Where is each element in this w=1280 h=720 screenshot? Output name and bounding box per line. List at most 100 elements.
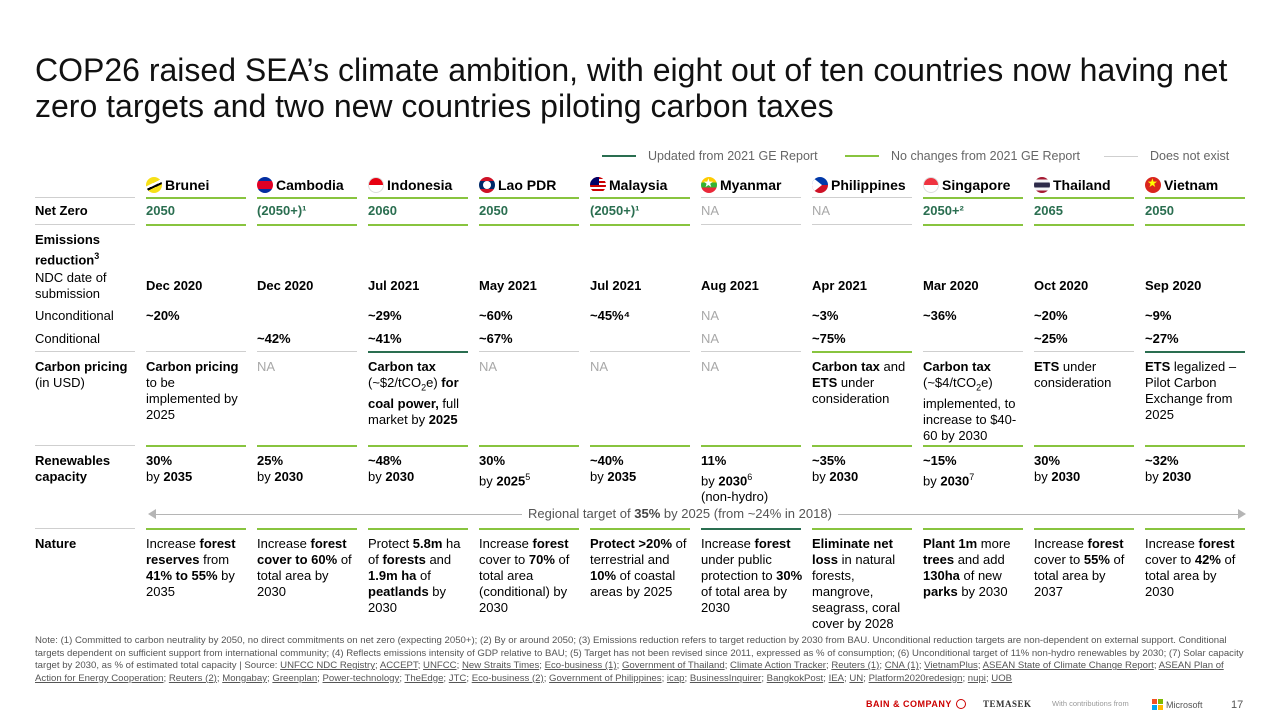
carbon-pricing-part: Carbon pricing	[146, 359, 239, 374]
renewables-pct: ~40%	[590, 453, 624, 468]
source-link[interactable]: UN	[849, 672, 864, 684]
renewables-value: ~15% by 20307	[923, 453, 974, 489]
unconditional-value: NA	[701, 308, 720, 323]
source-link[interactable]: Power-technology	[322, 672, 400, 684]
philippines-flag-icon	[812, 177, 828, 193]
nature-part: Protect >20%	[590, 536, 673, 551]
label-separator-line	[35, 224, 135, 225]
row-label-renewables: Renewables capacity	[35, 453, 111, 484]
renewables-footnote: 6	[747, 472, 753, 482]
row-label-nature: Nature	[35, 536, 77, 551]
nature-part: Increase	[1145, 536, 1199, 551]
source-link[interactable]: Eco-business (1)	[544, 660, 617, 672]
source-link[interactable]: Government of Thailand	[621, 660, 725, 672]
source-link[interactable]: JTC	[448, 672, 467, 684]
country-name: Cambodia	[276, 177, 344, 193]
source-link[interactable]: IEA	[828, 672, 845, 684]
source-link[interactable]: nupi	[967, 672, 986, 684]
source-link[interactable]: Eco-business (2)	[471, 672, 544, 684]
row-separator-line	[257, 351, 357, 352]
carbon-pricing-part: e) implemented, to increase to $40-60 by…	[923, 375, 1017, 443]
source-link[interactable]: Platform2020redesign	[868, 672, 963, 684]
source-link[interactable]: icap	[666, 672, 685, 684]
nature-part: of terrestrial and	[590, 536, 687, 567]
row-separator-line	[368, 445, 468, 447]
carbon-pricing-part: under consideration	[812, 375, 890, 406]
note-text: Note: (1) Committed to carbon neutrality…	[35, 635, 1244, 672]
renewables-by: by	[1034, 469, 1052, 484]
unconditional-value: ~60%	[479, 308, 513, 323]
source-link[interactable]: New Straits Times	[461, 660, 540, 672]
renewables-by: by	[923, 473, 941, 489]
renewables-year: 2030	[274, 469, 304, 484]
source-link[interactable]: UOB	[991, 672, 1013, 684]
row-separator-line	[590, 528, 690, 530]
source-link[interactable]: VietnamPlus	[924, 660, 978, 672]
nature-value: Protect 5.8m ha of forests and 1.9m ha o…	[368, 536, 472, 616]
regional-target-arrow: Regional target of 35% by 2025 (from ~24…	[148, 505, 1246, 525]
carbon-pricing-part: ETS	[1034, 359, 1060, 374]
row-separator-line	[479, 197, 579, 199]
legend-no-change-label: No changes from 2021 GE Report	[891, 149, 1080, 163]
source-link[interactable]: TheEdge	[404, 672, 444, 684]
legend-green-line	[845, 155, 879, 157]
source-link[interactable]: Greenplan	[272, 672, 318, 684]
nature-part: trees	[923, 552, 955, 567]
nature-part: and	[425, 552, 452, 567]
arrow-left-icon	[148, 509, 156, 519]
nature-value: Increase forest cover to 55% of total ar…	[1034, 536, 1138, 600]
source-link[interactable]: BangkokPost	[766, 672, 824, 684]
row-separator-line	[257, 197, 357, 199]
renewables-pct: 30%	[479, 453, 506, 468]
net-zero-value: NA	[701, 203, 720, 218]
nature-part: 1.9m ha	[368, 568, 417, 583]
row-separator-line	[923, 351, 1023, 352]
nature-part: forest reserves	[146, 536, 236, 567]
row-separator-line	[812, 197, 912, 198]
source-link[interactable]: Reuters (2)	[168, 672, 217, 684]
unconditional-value: ~20%	[1034, 308, 1068, 323]
carbon-pricing-value: NA	[479, 359, 498, 374]
row-separator-line	[1145, 351, 1245, 353]
label-separator-line	[35, 445, 135, 446]
country-header-myanmar: Myanmar	[701, 177, 781, 193]
row-separator-line	[146, 351, 246, 352]
source-link[interactable]: ASEAN Plan of Action for Energy Cooperat…	[35, 660, 1224, 684]
nature-part: of total area by 2030	[701, 584, 787, 615]
source-link[interactable]: Mongabay	[222, 672, 268, 684]
renewables-footnote: 5	[525, 472, 531, 482]
net-zero-value: (2050+)¹	[590, 203, 640, 218]
source-link[interactable]: ACCEPT	[379, 660, 418, 672]
nature-part: Increase	[479, 536, 533, 551]
source-link[interactable]: CNA (1)	[884, 660, 919, 672]
carbon-pricing-value: Carbon tax (~$2/tCO2e) for coal power, f…	[368, 359, 466, 428]
row-separator-line	[146, 528, 246, 530]
source-link[interactable]: Climate Action Tracker	[730, 660, 827, 672]
source-link[interactable]: Reuters (1)	[831, 660, 880, 672]
unconditional-value: ~45%⁴	[590, 308, 631, 323]
source-link[interactable]: ASEAN State of Climate Change Report	[982, 660, 1154, 672]
renewables-year: 2030	[940, 473, 970, 489]
renewables-by: by	[1145, 469, 1163, 484]
row-separator-line	[923, 197, 1023, 199]
unconditional-value: ~3%	[812, 308, 839, 323]
row-label-conditional: Conditional	[35, 331, 101, 346]
source-link[interactable]: BusinessInquirer	[689, 672, 762, 684]
source-link[interactable]: UNFCC NDC Registry	[280, 660, 376, 672]
nature-part: by 2030	[368, 584, 447, 615]
source-link[interactable]: Government of Philippines	[549, 672, 662, 684]
carbon-pricing-part: Carbon tax	[812, 359, 880, 374]
row-separator-line	[1145, 224, 1245, 226]
renewables-pct: ~32%	[1145, 453, 1179, 468]
nature-part: of total area (conditional) by 2030	[479, 552, 570, 615]
source-link[interactable]: UNFCC	[423, 660, 457, 672]
label-separator-line	[35, 351, 135, 352]
carbon-pricing-part: legalized – Pilot Carbon Exchange from 2…	[1145, 359, 1237, 422]
nature-part: peatlands	[368, 584, 429, 599]
renewables-pct: ~48%	[368, 453, 402, 468]
net-zero-value: 2050+²	[923, 203, 964, 218]
country-header-brunei: Brunei	[146, 177, 209, 193]
country-header-singapore: Singapore	[923, 177, 1010, 193]
ndc-date-value: Sep 2020	[1145, 278, 1202, 293]
page-number: 17	[1231, 699, 1244, 711]
